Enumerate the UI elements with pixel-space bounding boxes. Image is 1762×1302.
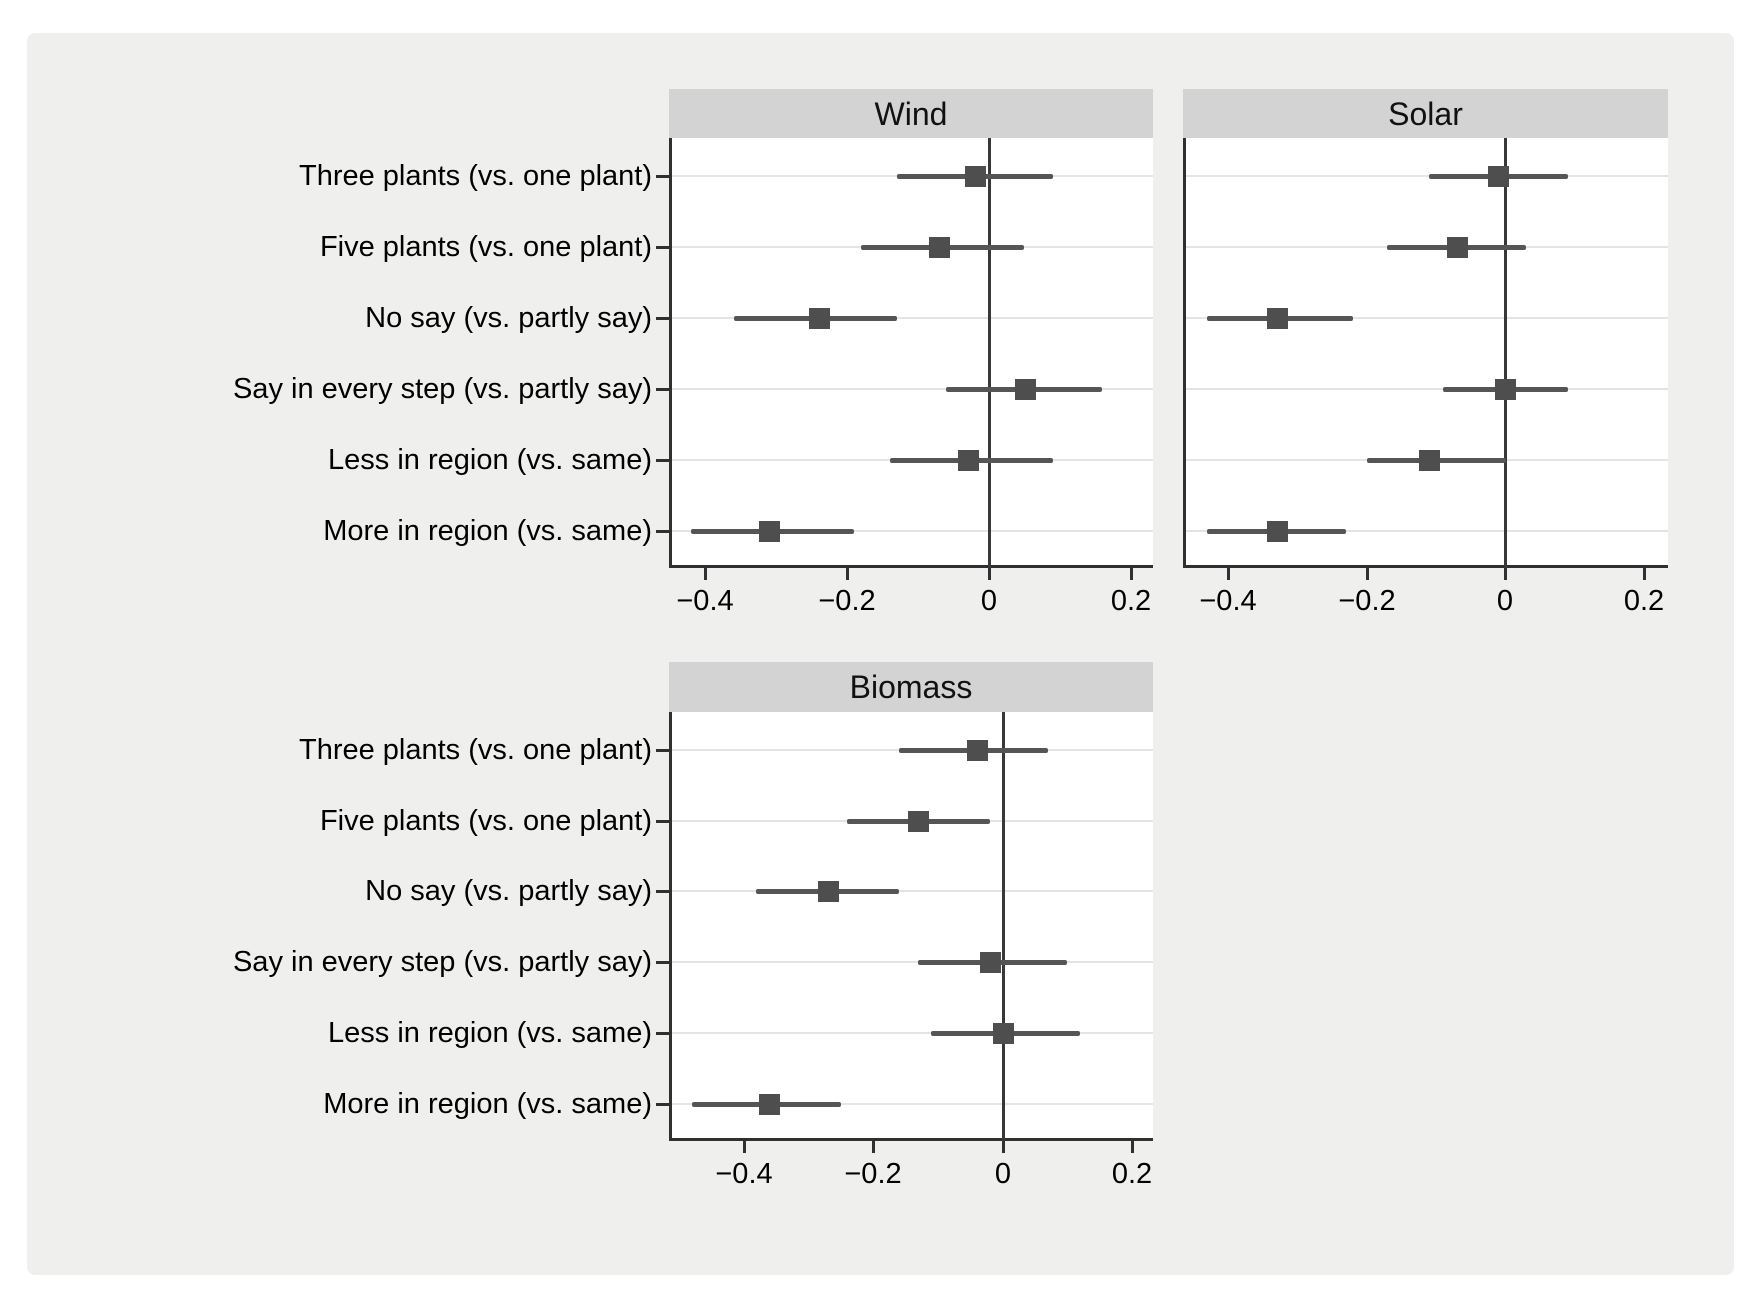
category-label: More in region (vs. same): [323, 1088, 652, 1120]
marker-wind-1: [929, 237, 950, 258]
marker-solar-3: [1495, 379, 1516, 400]
plot-area-biomass: [669, 712, 1153, 1141]
category-label: No say (vs. partly say): [365, 302, 652, 334]
category-label: Less in region (vs. same): [328, 444, 652, 476]
x-tick-label: −0.2: [818, 585, 876, 617]
plot-area-wind: [669, 138, 1153, 568]
zero-line-biomass: [1002, 712, 1005, 1141]
category-axis-tick: [656, 388, 669, 391]
gridline: [1186, 530, 1668, 532]
panel-header-biomass: Biomass: [669, 662, 1153, 712]
marker-solar-0: [1488, 166, 1509, 187]
x-tick-label: −0.2: [844, 1158, 902, 1190]
x-tick-label: 0.2: [1111, 1158, 1153, 1190]
x-tick-label: 0: [1496, 585, 1514, 617]
category-label: Five plants (vs. one plant): [319, 805, 652, 837]
zero-line-solar: [1504, 138, 1507, 568]
x-axis-tick: [988, 568, 991, 580]
x-axis-tick: [1002, 1141, 1005, 1153]
category-axis-tick: [656, 890, 669, 893]
category-axis-tick: [656, 459, 669, 462]
category-label: Three plants (vs. one plant): [298, 734, 652, 766]
panel-header-solar: Solar: [1183, 89, 1668, 138]
marker-solar-4: [1419, 450, 1440, 471]
gridline: [672, 388, 1153, 390]
category-label: Less in region (vs. same): [328, 1017, 652, 1049]
x-tick-label: −0.2: [1338, 585, 1396, 617]
gridline: [672, 1032, 1153, 1034]
category-label: More in region (vs. same): [323, 515, 652, 547]
marker-wind-0: [965, 166, 986, 187]
gridline: [1186, 388, 1668, 390]
category-axis-tick: [656, 246, 669, 249]
gridline: [672, 317, 1153, 319]
marker-solar-1: [1447, 237, 1468, 258]
category-label: Five plants (vs. one plant): [319, 231, 652, 263]
gridline: [672, 530, 1153, 532]
marker-wind-4: [958, 450, 979, 471]
x-tick-label: 0.2: [1110, 585, 1152, 617]
marker-solar-5: [1267, 521, 1288, 542]
marker-wind-5: [759, 521, 780, 542]
gridline: [672, 961, 1153, 963]
category-label: Say in every step (vs. partly say): [232, 946, 652, 978]
gridline: [672, 890, 1153, 892]
x-axis-tick: [846, 568, 849, 580]
marker-wind-2: [809, 308, 830, 329]
x-tick-label: −0.4: [1199, 585, 1257, 617]
marker-biomass-2: [818, 881, 839, 902]
marker-biomass-4: [993, 1023, 1014, 1044]
gridline: [1186, 317, 1668, 319]
marker-biomass-1: [908, 811, 929, 832]
category-label: No say (vs. partly say): [365, 875, 652, 907]
x-tick-label: −0.4: [715, 1158, 773, 1190]
category-axis-tick: [656, 820, 669, 823]
category-label: Three plants (vs. one plant): [298, 160, 652, 192]
category-axis-tick: [656, 749, 669, 752]
marker-biomass-0: [967, 740, 988, 761]
category-label: Say in every step (vs. partly say): [232, 373, 652, 405]
x-tick-label: 0: [994, 1158, 1012, 1190]
x-axis-tick: [743, 1141, 746, 1153]
marker-biomass-3: [980, 952, 1001, 973]
x-axis-tick: [872, 1141, 875, 1153]
x-axis-tick: [1366, 568, 1369, 580]
gridline: [672, 1103, 1153, 1105]
x-axis-tick: [704, 568, 707, 580]
x-axis-tick: [1227, 568, 1230, 580]
gridline: [1186, 175, 1668, 177]
x-tick-label: 0: [980, 585, 998, 617]
x-tick-label: 0.2: [1623, 585, 1665, 617]
category-axis-tick: [656, 530, 669, 533]
x-axis-tick: [1130, 568, 1133, 580]
category-axis-tick: [656, 1103, 669, 1106]
x-tick-label: −0.4: [676, 585, 734, 617]
marker-biomass-5: [759, 1094, 780, 1115]
zero-line-wind: [988, 138, 991, 568]
marker-wind-3: [1015, 379, 1036, 400]
category-axis-tick: [656, 317, 669, 320]
category-axis-tick: [656, 961, 669, 964]
x-axis-tick: [1504, 568, 1507, 580]
plot-area-solar: [1183, 138, 1668, 568]
category-axis-tick: [656, 175, 669, 178]
x-axis-tick: [1131, 1141, 1134, 1153]
x-axis-tick: [1643, 568, 1646, 580]
marker-solar-2: [1267, 308, 1288, 329]
category-axis-tick: [656, 1032, 669, 1035]
panel-header-wind: Wind: [669, 89, 1153, 138]
